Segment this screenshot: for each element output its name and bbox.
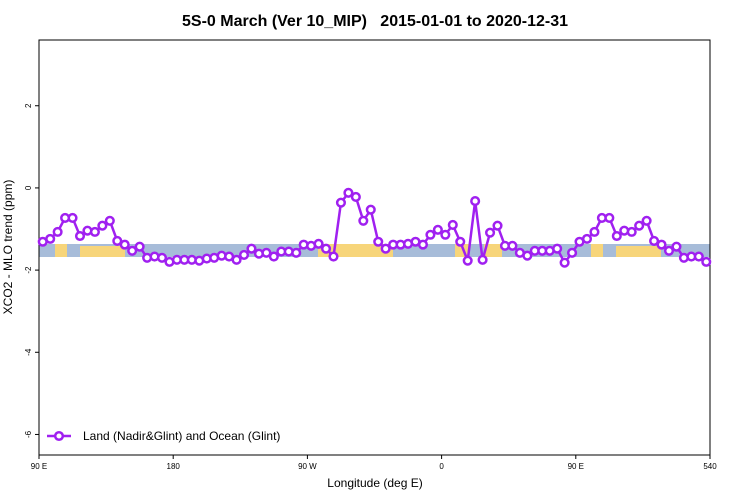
chart-title: 5S-0 March (Ver 10_MIP) 2015-01-01 to 20…	[182, 13, 568, 30]
data-point	[611, 230, 622, 242]
x-tick-label: 180	[167, 462, 181, 471]
data-point	[119, 239, 130, 250]
data-point	[97, 220, 108, 231]
y-axis-label: XCO2 - MLO trend (ppm)	[1, 180, 15, 315]
data-point	[112, 235, 123, 246]
data-point	[417, 239, 429, 250]
data-point	[268, 251, 279, 262]
data-point	[365, 204, 376, 215]
data-point	[425, 229, 436, 240]
plot-frame	[38, 39, 711, 456]
data-point	[447, 219, 458, 230]
data-point	[485, 227, 496, 238]
data-point	[589, 226, 600, 237]
data-point	[358, 215, 369, 226]
x-tick-label: 0	[439, 462, 444, 471]
data-point	[74, 230, 86, 242]
data-point	[634, 220, 645, 231]
data-point	[67, 212, 78, 223]
land-patch	[591, 244, 603, 257]
data-point	[104, 215, 115, 226]
y-tick-label: 2	[24, 103, 33, 108]
data-point	[671, 241, 682, 252]
data-point	[552, 243, 563, 254]
data-point	[238, 249, 250, 260]
y-tick-label: -4	[24, 348, 33, 356]
data-point	[455, 236, 466, 247]
data-point	[350, 191, 361, 203]
data-point	[470, 196, 481, 207]
x-tick-label: 540	[703, 462, 717, 471]
data-point	[380, 243, 391, 254]
data-point	[127, 245, 138, 256]
data-point	[313, 238, 324, 249]
data-point	[261, 247, 272, 258]
land-patch	[616, 246, 661, 257]
y-tick-label: -2	[24, 266, 33, 274]
data-point	[328, 251, 339, 262]
data-point	[693, 251, 704, 262]
x-tick-label: 90 E	[31, 462, 47, 471]
data-point	[492, 220, 503, 231]
legend-marker	[53, 430, 65, 442]
data-point	[649, 235, 660, 246]
data-point	[701, 256, 712, 267]
data-point	[663, 245, 675, 256]
data-point	[604, 212, 615, 223]
data-point	[52, 226, 63, 237]
y-tick-label: -6	[24, 430, 33, 438]
data-point	[641, 215, 652, 226]
data-point	[432, 224, 443, 235]
data-point	[559, 257, 570, 268]
data-point	[567, 247, 578, 258]
data-point	[343, 187, 354, 198]
data-point	[581, 233, 593, 244]
x-tick-label: 90 W	[298, 462, 317, 471]
data-point	[335, 197, 347, 208]
data-point	[626, 226, 637, 237]
land-patch	[55, 244, 67, 257]
x-axis-label: Longitude (deg E)	[327, 476, 422, 490]
y-tick-label: 0	[24, 185, 33, 190]
data-point	[507, 240, 518, 251]
data-point	[134, 241, 145, 252]
legend-label: Land (Nadir&Glint) and Ocean (Glint)	[83, 429, 280, 443]
data-point	[246, 243, 257, 254]
land-patch	[80, 246, 125, 257]
data-point	[656, 239, 667, 250]
data-point	[231, 254, 242, 265]
land-patch	[484, 244, 502, 257]
data-point	[477, 254, 488, 265]
data-point	[89, 226, 100, 237]
data-point	[156, 252, 168, 263]
data-point	[373, 236, 384, 247]
data-point	[462, 255, 473, 266]
data-point	[45, 233, 56, 244]
data-point	[291, 247, 302, 258]
data-point	[320, 243, 332, 254]
x-tick-label: 90 E	[568, 462, 584, 471]
data-point	[440, 229, 451, 240]
data-point	[522, 250, 533, 261]
